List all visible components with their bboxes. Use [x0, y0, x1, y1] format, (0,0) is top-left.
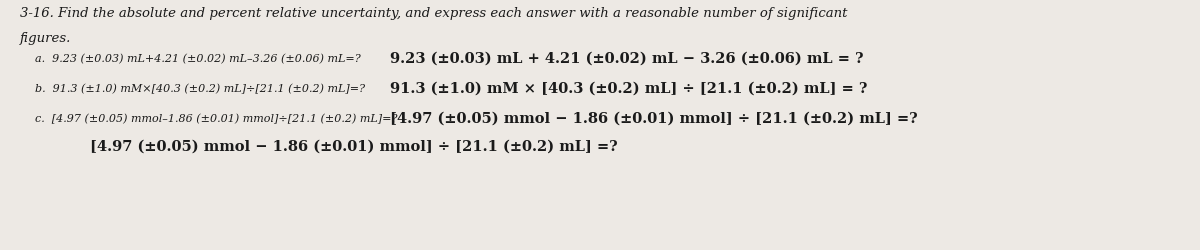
Text: [4.97 (±0.05) mmol − 1.86 (±0.01) mmol] ÷ [21.1 (±0.2) mL] =?: [4.97 (±0.05) mmol − 1.86 (±0.01) mmol] …: [90, 140, 618, 154]
Text: c.  [4.97 (±0.05) mmol–1.86 (±0.01) mmol]÷[21.1 (±0.2) mL]=?: c. [4.97 (±0.05) mmol–1.86 (±0.01) mmol]…: [35, 114, 397, 124]
Text: b.  91.3 (±1.0) mM×[40.3 (±0.2) mL]÷[21.1 (±0.2) mL]=?: b. 91.3 (±1.0) mM×[40.3 (±0.2) mL]÷[21.1…: [35, 84, 365, 94]
Text: [4.97 (±0.05) mmol − 1.86 (±0.01) mmol] ÷ [21.1 (±0.2) mL] =?: [4.97 (±0.05) mmol − 1.86 (±0.01) mmol] …: [390, 112, 918, 126]
Text: 3-16. Find the absolute and percent relative uncertainty, and express each answe: 3-16. Find the absolute and percent rela…: [20, 7, 847, 20]
Text: 91.3 (±1.0) mM × [40.3 (±0.2) mL] ÷ [21.1 (±0.2) mL] = ?: 91.3 (±1.0) mM × [40.3 (±0.2) mL] ÷ [21.…: [390, 82, 868, 96]
Text: a.  9.23 (±0.03) mL+4.21 (±0.02) mL–3.26 (±0.06) mL=?: a. 9.23 (±0.03) mL+4.21 (±0.02) mL–3.26 …: [35, 54, 361, 64]
Text: figures.: figures.: [20, 32, 71, 45]
Text: 9.23 (±0.03) mL + 4.21 (±0.02) mL − 3.26 (±0.06) mL = ?: 9.23 (±0.03) mL + 4.21 (±0.02) mL − 3.26…: [390, 52, 864, 66]
